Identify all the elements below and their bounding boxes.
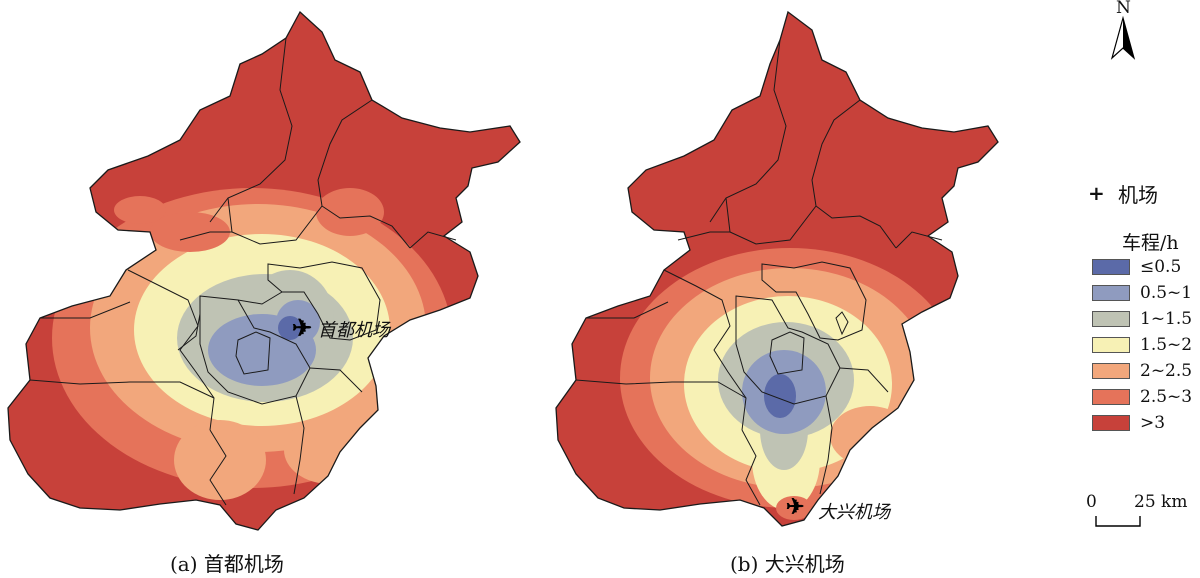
legend-item: 2~2.5	[1092, 360, 1192, 382]
daxing-airport-label: 大兴机场	[818, 502, 890, 523]
legend-swatch	[1092, 389, 1130, 405]
legend-swatch	[1092, 337, 1130, 353]
district-boundaries-a	[29, 37, 457, 506]
legend-airport-label: 机场	[1118, 182, 1158, 207]
north-label: N	[1116, 0, 1131, 18]
legend-label: 2~2.5	[1140, 361, 1193, 381]
legend-swatch	[1092, 285, 1130, 301]
daxing-airport-marker: ✈	[786, 494, 804, 520]
north-arrow-icon	[1110, 15, 1136, 60]
legend-swatch	[1092, 363, 1130, 379]
legend-item: ≤0.5	[1092, 256, 1181, 278]
scale-zero-label: 0	[1086, 492, 1097, 512]
legend-item: >3	[1092, 412, 1165, 434]
capital-airport-marker: ✈	[292, 313, 312, 342]
map-panel-daxing: ✈	[550, 0, 1070, 540]
legend-item: 1~1.5	[1092, 308, 1192, 330]
legend-swatch	[1092, 415, 1130, 431]
caption-daxing: (b) 大兴机场	[730, 552, 845, 576]
capital-airport-label: 首都机场	[318, 320, 390, 341]
legend-label: 2.5~3	[1140, 387, 1193, 407]
travel-time-surface-a	[52, 188, 452, 500]
airport-icon: +	[1088, 181, 1105, 205]
legend-title: 车程/h	[1122, 232, 1179, 254]
legend-airport-entry: + 机场	[1088, 180, 1158, 207]
map-panel-capital: ✈	[0, 0, 560, 540]
legend-item: 0.5~1	[1092, 282, 1192, 304]
legend-label: 0.5~1	[1140, 283, 1193, 303]
legend-swatch	[1092, 311, 1130, 327]
scale-bar	[1095, 516, 1141, 527]
legend-label: >3	[1140, 413, 1166, 433]
district-boundaries-b	[575, 39, 943, 506]
map-daxing-airport: ✈	[555, 11, 999, 527]
map-capital-airport: ✈	[7, 11, 521, 531]
legend-swatch	[1092, 259, 1130, 275]
legend-item: 1.5~2	[1092, 334, 1192, 356]
caption-capital: (a) 首都机场	[170, 552, 284, 576]
legend-label: 1~1.5	[1140, 309, 1193, 329]
legend-label: ≤0.5	[1140, 257, 1182, 277]
legend-label: 1.5~2	[1140, 335, 1193, 355]
legend-item: 2.5~3	[1092, 386, 1192, 408]
scale-distance-label: 25 km	[1134, 492, 1188, 512]
